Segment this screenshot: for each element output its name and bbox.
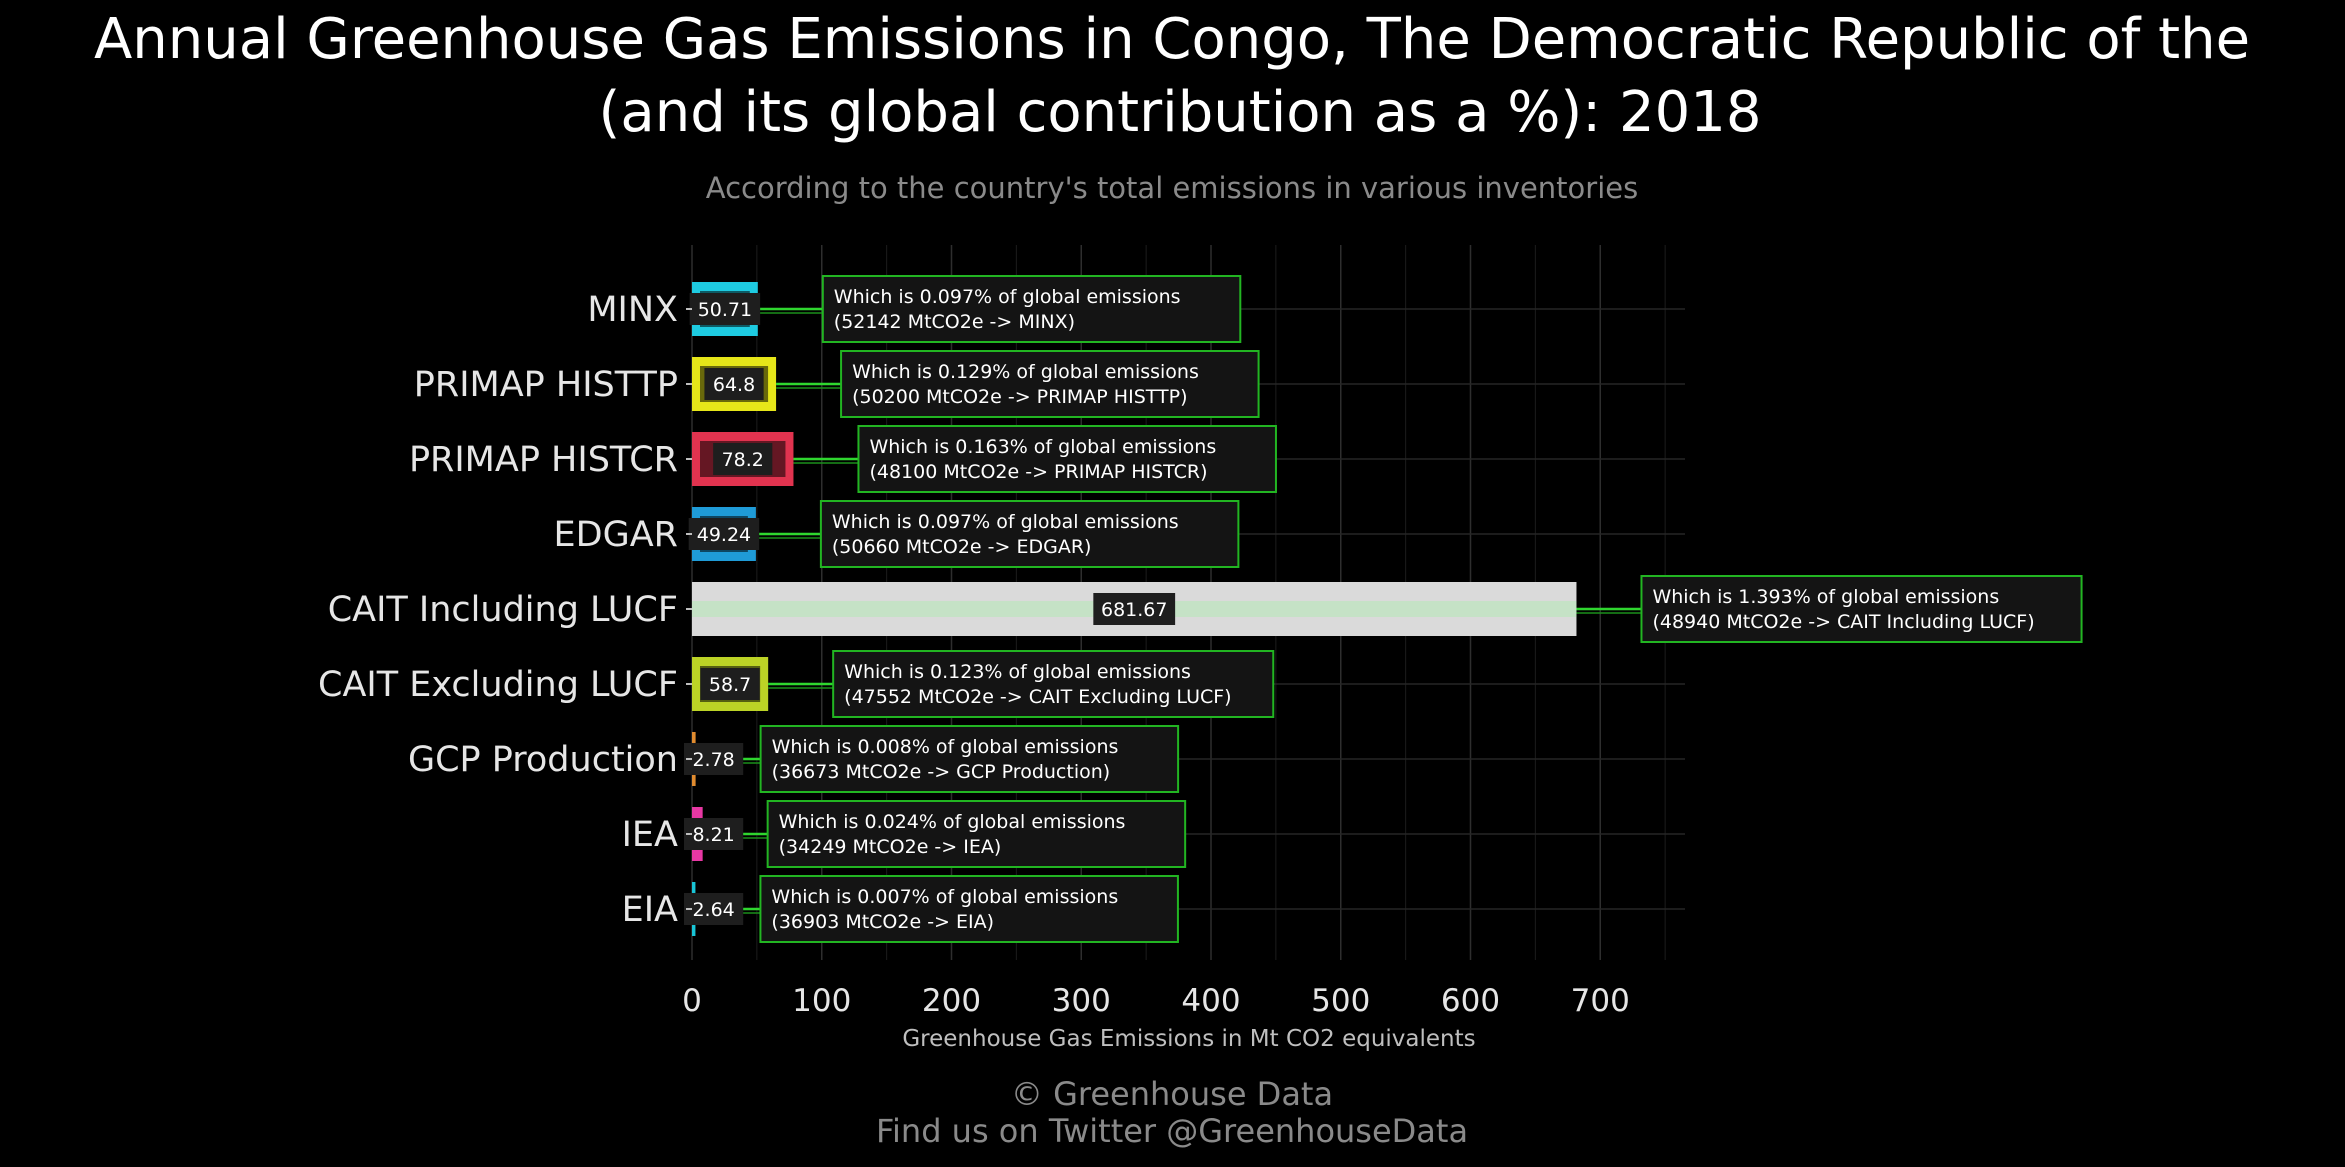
annotation-line-2: (34249 MtCO2e -> IEA) — [779, 836, 1002, 858]
value-label-bg — [688, 518, 760, 550]
annotation-line-1: Which is 0.163% of global emissions — [869, 436, 1216, 458]
footer-twitter: Find us on Twitter @GreenhouseData — [876, 1112, 1468, 1150]
value-label-bg — [1093, 593, 1176, 625]
annotation-line-1: Which is 1.393% of global emissions — [1652, 586, 1999, 608]
annotation-line-2: (52142 MtCO2e -> MINX) — [834, 311, 1075, 333]
value-label: 49.24 — [697, 524, 751, 546]
x-tick-label: 100 — [792, 983, 851, 1019]
annotation-box-4 — [1640, 575, 2083, 643]
x-tick-label: 200 — [922, 983, 981, 1019]
category-label: IEA — [622, 815, 678, 855]
category-label: PRIMAP HISTCR — [409, 440, 678, 480]
annotation-line-2: (48940 MtCO2e -> CAIT Including LUCF) — [1652, 611, 2034, 633]
value-label: 8.21 — [692, 824, 734, 846]
x-tick-label: 600 — [1441, 983, 1500, 1019]
value-label-bg — [713, 443, 773, 475]
x-tick-label: 300 — [1052, 983, 1111, 1019]
value-label-bg — [684, 893, 744, 925]
annotation-box-7 — [766, 800, 1187, 868]
value-label-bg — [684, 818, 744, 850]
chart-title-line-1: Annual Greenhouse Gas Emissions in Congo… — [94, 7, 2250, 72]
x-tick-label: 700 — [1571, 983, 1630, 1019]
category-label: CAIT Excluding LUCF — [318, 665, 678, 705]
annotation-line-1: Which is 0.123% of global emissions — [844, 661, 1191, 683]
annotation-line-1: Which is 0.129% of global emissions — [852, 361, 1199, 383]
category-label: EIA — [622, 890, 678, 930]
category-label: PRIMAP HISTTP — [414, 365, 678, 405]
value-label: 78.2 — [722, 449, 764, 471]
annotation-line-1: Which is 0.097% of global emissions — [834, 286, 1181, 308]
annotation-line-2: (47552 MtCO2e -> CAIT Excluding LUCF) — [844, 686, 1231, 708]
value-label: 50.71 — [698, 299, 752, 321]
value-label: 2.64 — [692, 899, 734, 921]
category-labels: MINX PRIMAP HISTTP PRIMAP HISTCR EDGAR CAIT … — [318, 290, 692, 930]
value-label-bg — [684, 743, 744, 775]
annotation-line-1: Which is 0.008% of global emissions — [772, 736, 1119, 758]
annotation-line-1: Which is 0.024% of global emissions — [779, 811, 1126, 833]
chart-subtitle: According to the country's total emissio… — [706, 171, 1638, 205]
value-label: 2.78 — [692, 749, 734, 771]
value-labels: 50.71 64.8 78.2 49.24 681.67 58.7 2.78 8.21 2.64 — [684, 293, 1176, 925]
annotation-box-2 — [857, 425, 1277, 493]
x-tick-label: 500 — [1311, 983, 1370, 1019]
value-label-bg — [700, 668, 760, 700]
annotation-box-3 — [819, 500, 1240, 568]
annotation-line-1: Which is 0.097% of global emissions — [832, 511, 1179, 533]
x-tick-label: 400 — [1181, 983, 1240, 1019]
annotation-box-5 — [832, 650, 1275, 718]
value-label: 64.8 — [713, 374, 755, 396]
value-label-bg — [689, 293, 761, 325]
x-tick-label: 0 — [682, 983, 702, 1019]
category-label: MINX — [587, 290, 678, 330]
annotation-box-6 — [759, 725, 1180, 793]
category-label: CAIT Including LUCF — [328, 590, 678, 630]
value-label: 58.7 — [709, 674, 751, 696]
annotation-line-2: (50200 MtCO2e -> PRIMAP HISTTP) — [852, 386, 1187, 408]
annotation-line-2: (36673 MtCO2e -> GCP Production) — [772, 761, 1111, 783]
value-label: 681.67 — [1101, 599, 1167, 621]
annotation-line-1: Which is 0.007% of global emissions — [771, 886, 1118, 908]
chart-title-line-2: (and its global contribution as a %): 20… — [599, 80, 1762, 145]
footer-copyright: © Greenhouse Data — [1011, 1075, 1333, 1113]
annotation-box-1 — [840, 350, 1260, 418]
annotation-line-2: (48100 MtCO2e -> PRIMAP HISTCR) — [869, 461, 1207, 483]
category-label: EDGAR — [554, 515, 678, 555]
annotation-box-8 — [759, 875, 1179, 943]
category-label: GCP Production — [408, 740, 678, 780]
x-axis-label: Greenhouse Gas Emissions in Mt CO2 equiv… — [902, 1026, 1475, 1052]
annotation-line-2: (50660 MtCO2e -> EDGAR) — [832, 536, 1092, 558]
annotation-box-0 — [821, 275, 1242, 343]
x-axis-ticks: 0 100 200 300 400 500 600 700 — [682, 983, 1630, 1019]
annotations: Which is 0.097% of global emissions (5214… — [759, 275, 2083, 943]
value-label-bg — [704, 368, 764, 400]
annotation-line-2: (36903 MtCO2e -> EIA) — [771, 911, 994, 933]
